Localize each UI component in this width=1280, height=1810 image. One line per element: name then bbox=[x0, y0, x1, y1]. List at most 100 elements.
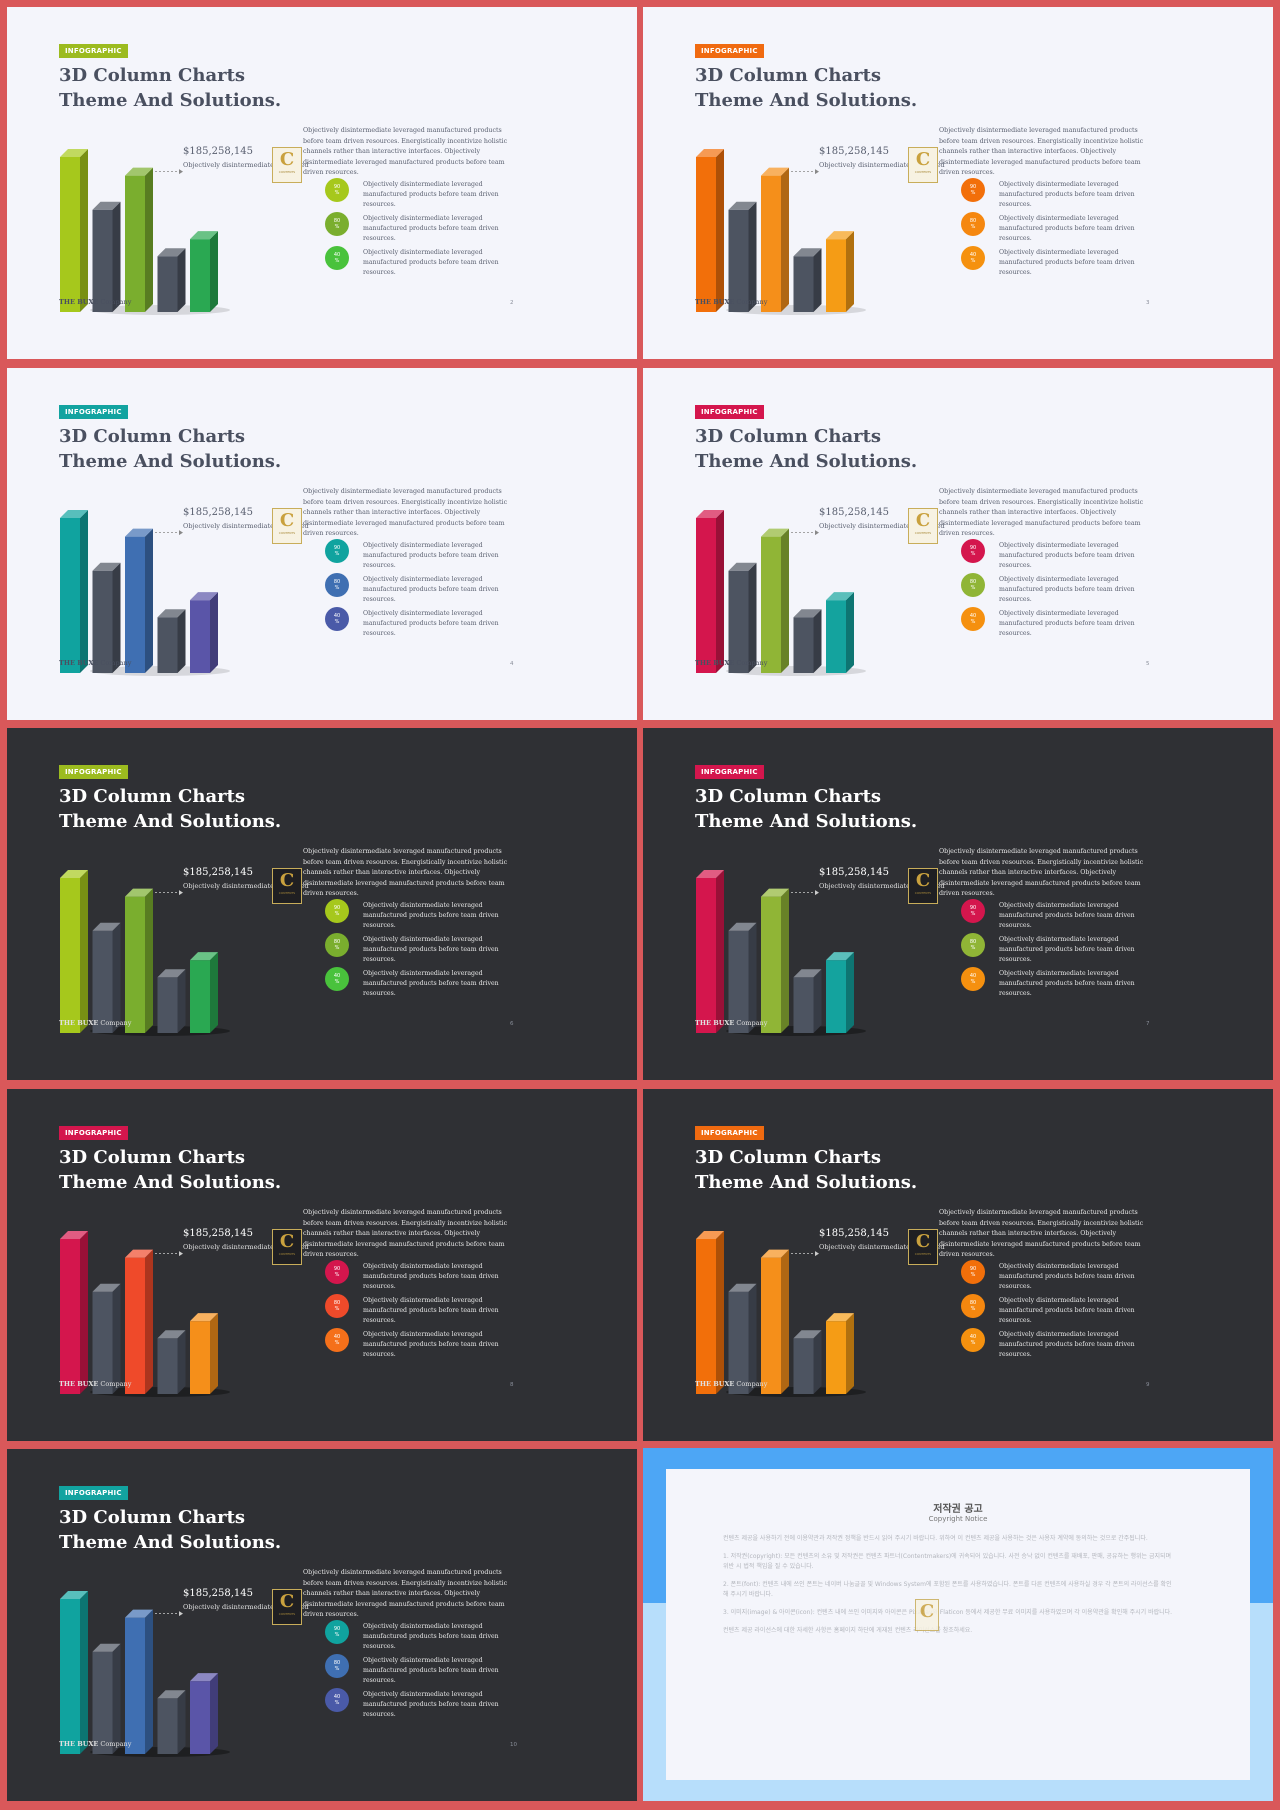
percent-item-text: Objectively disintermediate leveraged ma… bbox=[999, 576, 1135, 603]
percent-circle: 80% bbox=[325, 1294, 349, 1318]
percent-item: 40% Objectively disintermediate leveraged… bbox=[325, 967, 525, 997]
percent-item-text: Objectively disintermediate leveraged ma… bbox=[363, 576, 499, 603]
percent-sign: % bbox=[334, 1666, 340, 1672]
bar-front bbox=[60, 1239, 80, 1394]
percent-circle: 90% bbox=[961, 539, 985, 563]
percent-number: 80 bbox=[333, 1660, 341, 1666]
bar-front bbox=[761, 896, 781, 1033]
bar-side bbox=[716, 149, 724, 312]
bar-side bbox=[80, 510, 88, 673]
percent-sign: % bbox=[970, 258, 976, 264]
percent-circle: 40% bbox=[325, 246, 349, 270]
bar-top bbox=[728, 1283, 757, 1292]
bar-side bbox=[781, 888, 789, 1033]
percent-item: 90% Objectively disintermediate leveraged… bbox=[325, 1260, 525, 1290]
bar-top bbox=[157, 1330, 186, 1339]
chart-bar bbox=[157, 248, 186, 312]
percent-circle: 40% bbox=[325, 1328, 349, 1352]
bar-front bbox=[728, 1291, 749, 1394]
percent-sign: % bbox=[970, 551, 976, 557]
highlight-value: $185,258,145 bbox=[819, 507, 889, 518]
percent-number: 40 bbox=[333, 252, 341, 258]
bar-top bbox=[761, 528, 789, 537]
percent-item-text: Objectively disintermediate leveraged ma… bbox=[999, 1331, 1135, 1358]
percent-item-text: Objectively disintermediate leveraged ma… bbox=[999, 902, 1135, 929]
percent-item-text: Objectively disintermediate leveraged ma… bbox=[999, 249, 1135, 276]
bar-front bbox=[92, 209, 113, 312]
chart-bar bbox=[60, 510, 88, 673]
percent-item-text: Objectively disintermediate leveraged ma… bbox=[363, 215, 499, 242]
percent-item-text: Objectively disintermediate leveraged ma… bbox=[363, 181, 499, 208]
column-chart bbox=[696, 1231, 866, 1397]
bar-front bbox=[696, 157, 716, 312]
percent-item-text: Objectively disintermediate leveraged ma… bbox=[999, 215, 1135, 242]
logo-wordmark: CONTENTS bbox=[278, 531, 296, 535]
percent-sign: % bbox=[334, 551, 340, 557]
chart-bar bbox=[125, 167, 153, 312]
bar-side bbox=[716, 510, 724, 673]
bar-side bbox=[748, 201, 757, 312]
brand-name: THE BUXE bbox=[59, 1740, 99, 1748]
percent-circle: 90% bbox=[325, 1620, 349, 1644]
infographic-badge: INFOGRAPHIC bbox=[695, 405, 764, 419]
percent-sign: % bbox=[970, 945, 976, 951]
logo-letter: C bbox=[279, 1591, 295, 1612]
company-brand: THE BUXE Company bbox=[695, 1019, 767, 1027]
bar-front bbox=[92, 1651, 113, 1754]
chart-bar bbox=[728, 562, 757, 673]
percent-item-text: Objectively disintermediate leveraged ma… bbox=[363, 1623, 499, 1650]
bar-side bbox=[210, 231, 218, 312]
percent-circle: 80% bbox=[325, 212, 349, 236]
chart-bar bbox=[157, 609, 186, 673]
brand-name: THE BUXE bbox=[695, 1380, 735, 1388]
percent-item: 90% Objectively disintermediate leveraged… bbox=[961, 899, 1161, 929]
slide: INFOGRAPHIC 3D Column Charts Theme And So… bbox=[643, 728, 1273, 1080]
percent-number: 90 bbox=[969, 905, 977, 911]
bar-top bbox=[728, 922, 757, 931]
percent-sign: % bbox=[970, 224, 976, 230]
column-chart bbox=[696, 870, 866, 1036]
bar-side bbox=[781, 528, 789, 673]
chart-bar bbox=[696, 1231, 724, 1394]
bar-top bbox=[728, 201, 757, 210]
percent-item: 40% Objectively disintermediate leveraged… bbox=[961, 246, 1161, 276]
logo-letter: C bbox=[915, 870, 931, 891]
bar-side bbox=[80, 149, 88, 312]
chart-bar bbox=[60, 1591, 88, 1754]
brand-name: THE BUXE bbox=[59, 298, 99, 306]
percent-number: 40 bbox=[969, 973, 977, 979]
chart-bar bbox=[190, 1313, 218, 1394]
slide-title: 3D Column Charts Theme And Solutions. bbox=[695, 65, 918, 111]
bar-top bbox=[826, 592, 854, 601]
percent-sign: % bbox=[334, 945, 340, 951]
company-brand: THE BUXE Company bbox=[59, 659, 131, 667]
percent-sign: % bbox=[334, 258, 340, 264]
page-number: 2 bbox=[510, 300, 514, 306]
percent-sign: % bbox=[334, 224, 340, 230]
bar-front bbox=[190, 600, 210, 673]
notice-title: 저작권 공고 bbox=[933, 1504, 983, 1515]
percent-circle: 80% bbox=[325, 933, 349, 957]
contents-logo: C CONTENTS bbox=[908, 1229, 938, 1265]
chart-bar bbox=[696, 149, 724, 312]
logo-letter: C bbox=[279, 149, 295, 170]
description-paragraph: Objectively disintermediate leveraged ma… bbox=[939, 127, 1144, 176]
percent-item-text: Objectively disintermediate leveraged ma… bbox=[363, 970, 499, 997]
notice-subtitle: Copyright Notice bbox=[928, 1515, 988, 1523]
highlight-caption: Objectively disintermediate leveraged bbox=[183, 1243, 309, 1251]
percent-circle: 80% bbox=[961, 573, 985, 597]
percent-item-text: Objectively disintermediate leveraged ma… bbox=[363, 936, 499, 963]
bar-front bbox=[793, 1338, 814, 1394]
page-number: 10 bbox=[510, 1742, 517, 1748]
bar-top bbox=[125, 1249, 153, 1258]
percent-item: 80% Objectively disintermediate leveraged… bbox=[325, 1654, 525, 1684]
company-brand: THE BUXE Company bbox=[695, 1380, 767, 1388]
percent-number: 90 bbox=[333, 184, 341, 190]
bar-side bbox=[716, 870, 724, 1033]
slide: INFOGRAPHIC 3D Column Charts Theme And So… bbox=[7, 7, 637, 359]
bar-front bbox=[826, 960, 846, 1033]
infographic-badge: INFOGRAPHIC bbox=[695, 765, 764, 779]
bar-side bbox=[716, 1231, 724, 1394]
percent-sign: % bbox=[970, 190, 976, 196]
percent-item: 90% Objectively disintermediate leveraged… bbox=[325, 899, 525, 929]
